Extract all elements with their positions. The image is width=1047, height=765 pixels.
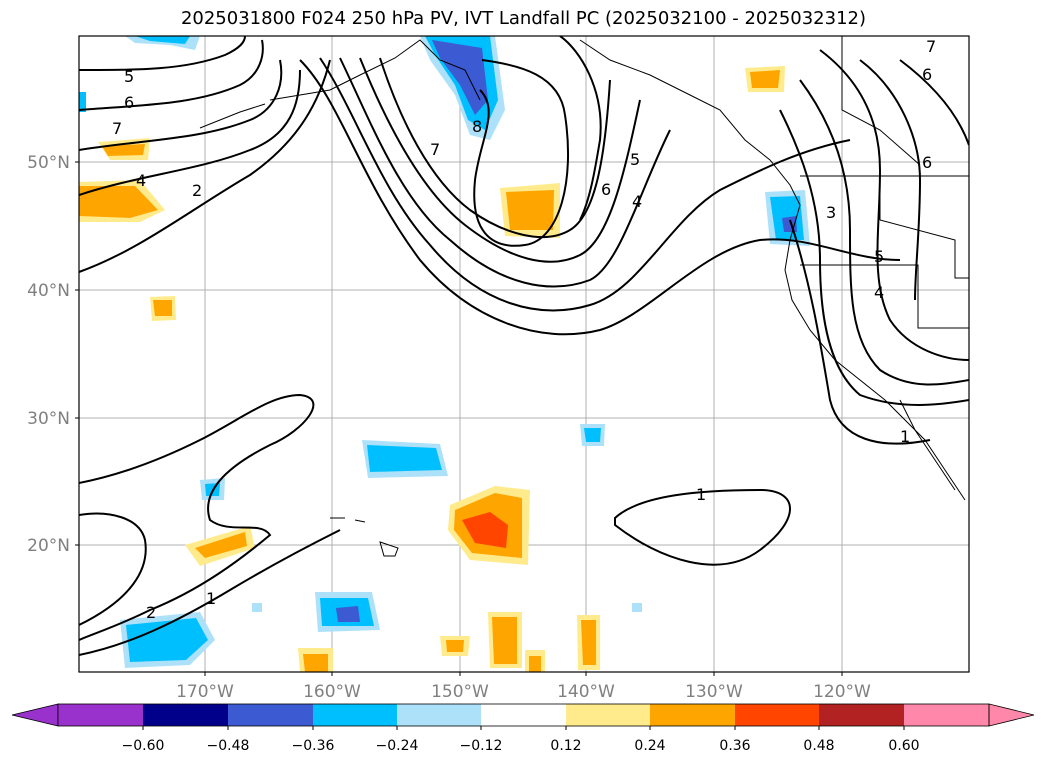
- contour-label: 7: [926, 37, 936, 56]
- map-area: [79, 36, 969, 672]
- contour-label: 5: [874, 247, 884, 266]
- contour-label: 6: [601, 180, 611, 199]
- contour-label: 1: [206, 589, 216, 608]
- colorbar-swatch: [143, 704, 228, 726]
- colorbar-tick-label: 0.12: [550, 738, 581, 754]
- lon-label: 160°W: [303, 682, 361, 702]
- contour-label: 7: [430, 140, 440, 159]
- colorbar-swatch: [819, 704, 904, 726]
- colorbar-swatch: [228, 704, 313, 726]
- lat-label: 50°N: [27, 153, 70, 173]
- lat-label: 20°N: [27, 536, 70, 556]
- map-frame: [78, 35, 970, 673]
- colorbar-tick-label: −0.36: [292, 738, 335, 754]
- contour-label: 5: [630, 150, 640, 169]
- contour-label: 6: [922, 153, 932, 172]
- lon-label: 130°W: [685, 682, 743, 702]
- colorbar-extend-right: [988, 703, 1035, 727]
- contour-labels: 5 6 7 4 2 8 7 5 6 4 7 6 6 3 5 4 1 1 1 2: [112, 37, 936, 622]
- colorbar-tick-label: −0.48: [207, 738, 250, 754]
- contour-label: 6: [922, 65, 932, 84]
- shaded-fields: [79, 36, 810, 672]
- lon-label: 150°W: [431, 682, 489, 702]
- colorbar-swatch: [481, 704, 566, 726]
- map-title: 2025031800 F024 250 hPa PV, IVT Landfall…: [180, 8, 867, 29]
- contour-label: 3: [826, 203, 836, 222]
- contour-label: 4: [874, 283, 884, 302]
- pv-contours: [79, 36, 969, 656]
- colorbar-tick-label: −0.60: [122, 738, 165, 754]
- contour-label: 4: [136, 171, 146, 190]
- lon-label: 120°W: [813, 682, 871, 702]
- contour-1-south: [614, 488, 791, 566]
- axis-ticks: [75, 161, 843, 676]
- colorbar-tick-label: 0.24: [634, 738, 665, 754]
- colorbar-swatch: [566, 704, 650, 726]
- lat-label: 40°N: [27, 281, 70, 301]
- alaska-coast: [269, 39, 481, 101]
- contour-label: 8: [472, 117, 482, 136]
- lon-label: 170°W: [176, 682, 234, 702]
- contour-label: 7: [112, 119, 122, 138]
- contour-label: 5: [124, 67, 134, 86]
- colorbar-swatch: [735, 704, 819, 726]
- latitude-labels: 50°N 40°N 30°N 20°N: [27, 153, 70, 556]
- lon-label: 140°W: [557, 682, 615, 702]
- us-west-coast: [784, 204, 966, 501]
- colorbar-swatch: [904, 704, 989, 726]
- bc-coast: [579, 39, 801, 206]
- contour-label: 2: [146, 603, 156, 622]
- lat-label: 30°N: [27, 409, 70, 429]
- hawaii: [330, 517, 399, 557]
- colorbar-tick-label: 0.36: [719, 738, 750, 754]
- colorbar-tick-label: 0.60: [888, 738, 919, 754]
- colorbar-swatch: [397, 704, 481, 726]
- colorbar-tick-label: −0.12: [460, 738, 503, 754]
- colorbar-swatch: [650, 704, 735, 726]
- contour-label: 4: [632, 192, 642, 211]
- colorbar-tick-label: −0.24: [376, 738, 419, 754]
- baja-coast: [899, 399, 956, 491]
- colorbar-swatch: [313, 704, 397, 726]
- colorbar: −0.60 −0.48 −0.36 −0.24 −0.12 0.12 0.24 …: [11, 703, 1035, 754]
- colorbar-extend-left: [11, 703, 59, 727]
- contour-label: 1: [900, 427, 910, 446]
- longitude-labels: 170°W 160°W 150°W 140°W 130°W 120°W: [176, 682, 871, 702]
- contour-2: [79, 59, 331, 273]
- contour-label: 1: [696, 485, 706, 504]
- colorbar-swatch: [58, 704, 143, 726]
- contour-label: 2: [192, 181, 202, 200]
- ridge-contour-outer: [299, 59, 901, 336]
- colorbar-tick-label: 0.48: [803, 738, 834, 754]
- contour-label: 6: [124, 93, 134, 112]
